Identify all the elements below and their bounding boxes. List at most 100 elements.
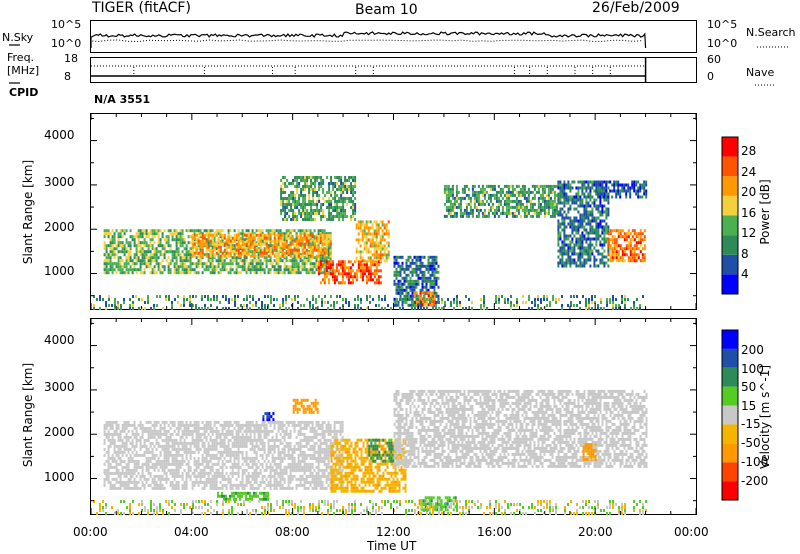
- power-cell: [579, 195, 582, 199]
- velocity-cell: [201, 486, 204, 490]
- power-cell: [339, 263, 342, 267]
- power-cell: [309, 271, 312, 275]
- power-cell: [431, 285, 434, 289]
- power-cell: [421, 303, 424, 307]
- power-cell: [631, 235, 634, 239]
- power-cell: [517, 208, 520, 212]
- power-cell: [302, 176, 305, 179]
- velocity-cell: [167, 450, 170, 454]
- power-near-range-cell: [618, 307, 620, 310]
- power-cell: [607, 198, 610, 202]
- power-cell: [509, 184, 512, 188]
- power-cell: [301, 254, 304, 258]
- power-cell: [169, 229, 172, 233]
- power-cell: [537, 202, 540, 206]
- power-cell: [495, 199, 498, 203]
- power-cell: [377, 260, 380, 264]
- power-cell: [145, 256, 148, 260]
- power-cell: [255, 271, 258, 275]
- power-cell: [385, 247, 388, 251]
- power-cell: [253, 233, 256, 237]
- power-cell: [113, 250, 116, 254]
- power-cell: [587, 258, 590, 262]
- power-cell: [395, 267, 398, 271]
- velocity-cell: [163, 450, 166, 454]
- power-cell: [340, 182, 343, 185]
- velocity-cell: [117, 444, 120, 448]
- power-near-range-cell: [540, 307, 542, 310]
- velocity-cell: [167, 477, 170, 481]
- power-cell: [181, 229, 184, 233]
- power-cell: [309, 229, 312, 233]
- power-cell: [433, 288, 436, 292]
- power-cell: [643, 244, 646, 248]
- power-cell: [557, 237, 560, 241]
- power-cell: [499, 193, 502, 197]
- velocity-cell: [139, 477, 142, 481]
- power-cell: [607, 249, 610, 253]
- velocity-cell: [115, 426, 118, 430]
- power-cell: [304, 215, 307, 218]
- power-cell: [287, 268, 290, 272]
- power-cell: [301, 236, 304, 240]
- power-cell: [293, 271, 296, 275]
- power-cell: [501, 205, 504, 209]
- power-cell: [507, 208, 510, 212]
- power-cell: [621, 259, 624, 263]
- power-cell: [295, 256, 298, 260]
- power-cell: [293, 248, 296, 252]
- power-cell: [481, 187, 484, 191]
- velocity-cell: [135, 459, 138, 463]
- power-near-range-cell: [483, 307, 485, 310]
- power-cell: [330, 191, 333, 194]
- power-cell: [575, 252, 578, 256]
- velocity-cell: [197, 435, 200, 439]
- power-cell: [312, 209, 315, 212]
- power-near-range-cell: [204, 295, 206, 298]
- power-cell: [289, 259, 292, 263]
- velocity-cell: [159, 423, 162, 427]
- power-cell: [521, 190, 524, 194]
- power-cell: [585, 213, 588, 217]
- power-cell: [205, 229, 208, 233]
- power-cell: [115, 253, 118, 257]
- power-cell: [447, 211, 450, 215]
- velocity-cell: [107, 477, 110, 481]
- power-near-range-cell: [483, 295, 485, 298]
- power-cell: [119, 256, 122, 260]
- power-cell: [255, 265, 258, 269]
- power-cell: [143, 268, 146, 272]
- velocity-cell: [143, 450, 146, 454]
- power-cell: [249, 236, 252, 240]
- power-cell: [461, 211, 464, 215]
- power-cell: [583, 237, 586, 241]
- power-cell: [127, 253, 130, 257]
- power-near-range-cell: [543, 298, 545, 301]
- power-cell: [373, 232, 376, 236]
- velocity-cell: [165, 447, 168, 451]
- power-near-range-cell: [591, 307, 593, 310]
- power-near-range-cell: [339, 295, 341, 298]
- power-cell: [589, 189, 592, 193]
- power-cell: [477, 199, 480, 203]
- power-cell: [643, 192, 646, 196]
- power-cell: [327, 233, 330, 237]
- power-cell: [543, 208, 546, 212]
- power-cell: [415, 273, 418, 277]
- power-cell: [415, 300, 418, 304]
- power-cell: [445, 184, 448, 188]
- velocity-cell: [107, 423, 110, 427]
- power-near-range-cell: [132, 301, 134, 304]
- velocity-cell: [159, 462, 162, 466]
- velocity-cell: [135, 435, 138, 439]
- power-cell: [217, 245, 220, 249]
- velocity-cell: [183, 480, 186, 484]
- power-cell: [419, 267, 422, 271]
- power-cell: [571, 186, 574, 190]
- power-cell: [443, 184, 446, 188]
- power-cell: [577, 246, 580, 250]
- power-cell: [286, 218, 289, 221]
- power-cell: [237, 262, 240, 266]
- power-cell: [581, 249, 584, 253]
- power-cell: [211, 251, 214, 255]
